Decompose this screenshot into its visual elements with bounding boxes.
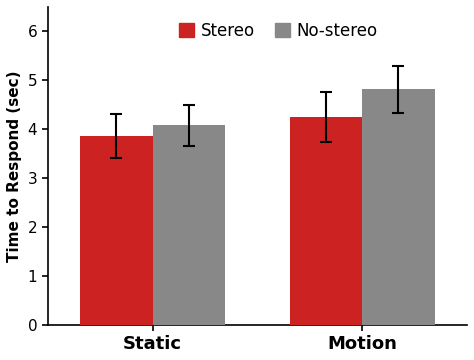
Bar	[290, 117, 362, 325]
Bar	[362, 89, 435, 325]
Y-axis label: Time to Respond (sec): Time to Respond (sec)	[7, 70, 22, 262]
Bar	[80, 136, 153, 325]
Bar	[153, 125, 225, 325]
Legend: Stereo, No-stereo: Stereo, No-stereo	[173, 15, 384, 46]
